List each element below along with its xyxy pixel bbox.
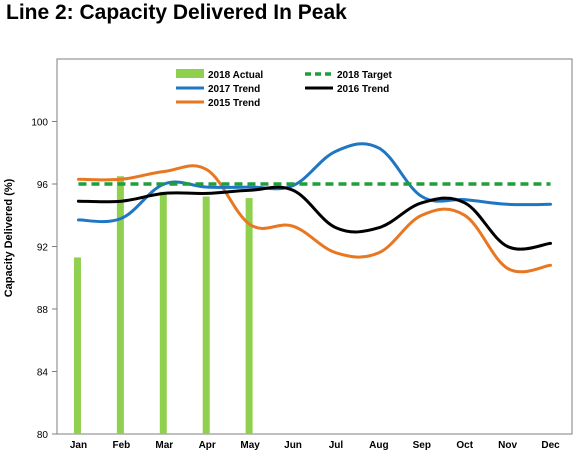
x-tick-label: Jun bbox=[284, 440, 302, 451]
x-tick-label: Sep bbox=[413, 440, 431, 451]
y-tick-label: 88 bbox=[37, 305, 49, 316]
x-tick-label: Apr bbox=[199, 440, 216, 451]
x-tick-label: Jul bbox=[329, 440, 344, 451]
x-tick-label: May bbox=[240, 440, 260, 451]
bars-2018-actual bbox=[73, 176, 253, 434]
x-tick-label: Oct bbox=[456, 440, 473, 451]
legend-label-2017-trend: 2017 Trend bbox=[208, 84, 260, 95]
bar bbox=[202, 196, 210, 434]
legend-label-2015-trend: 2015 Trend bbox=[208, 98, 260, 109]
y-axis-label: Capacity Delivered (%) bbox=[3, 178, 15, 297]
chart-title: Line 2: Capacity Delivered In Peak bbox=[6, 1, 347, 24]
y-tick-label: 96 bbox=[37, 180, 49, 191]
legend-label-2018-target: 2018 Target bbox=[337, 70, 393, 81]
plot-area-frame bbox=[56, 58, 573, 435]
x-tick-label: Feb bbox=[112, 440, 130, 451]
x-tick-label: Mar bbox=[155, 440, 173, 451]
bar bbox=[116, 176, 124, 434]
y-tick-label: 80 bbox=[37, 430, 49, 441]
x-tick-label: Jan bbox=[70, 440, 87, 451]
bar bbox=[73, 257, 81, 434]
x-axis: Jan Feb Mar Apr May Jun Jul Aug Sep Oct Nov Dec bbox=[70, 440, 560, 451]
legend-swatch-2018-actual bbox=[176, 69, 204, 78]
x-tick-label: Nov bbox=[498, 440, 517, 451]
bar bbox=[159, 191, 167, 434]
series-line-2015-trend bbox=[76, 164, 552, 274]
x-tick-label: Dec bbox=[541, 440, 560, 451]
legend-label-2018-actual: 2018 Actual bbox=[208, 70, 263, 81]
trend-lines bbox=[76, 142, 552, 274]
y-tick-label: 92 bbox=[37, 243, 49, 254]
bar bbox=[245, 198, 253, 434]
legend-label-2016-trend: 2016 Trend bbox=[337, 84, 389, 95]
x-tick-label: Aug bbox=[369, 440, 388, 451]
legend: 2018 Actual 2018 Target 2017 Trend 2016 Tre… bbox=[176, 69, 393, 109]
y-axis: 80 84 88 92 96 100 bbox=[31, 118, 57, 441]
series-line-2016-trend bbox=[76, 185, 552, 251]
y-tick-label: 84 bbox=[37, 368, 49, 379]
y-tick-label: 100 bbox=[31, 118, 48, 129]
